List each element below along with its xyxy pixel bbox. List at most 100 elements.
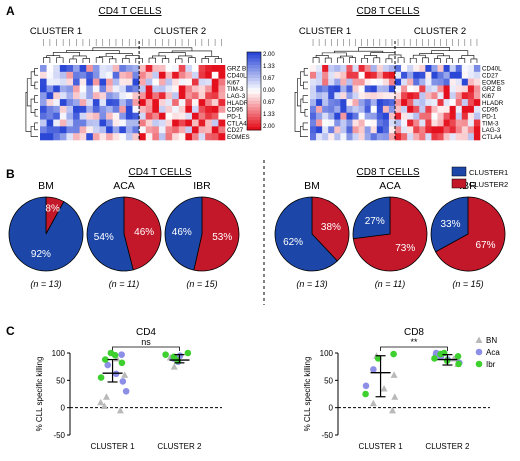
heatmap-cell — [99, 65, 107, 73]
heatmap-cell — [92, 85, 100, 93]
heatmap-cell — [322, 65, 329, 73]
heatmap-cell — [40, 119, 47, 127]
heatmap-cell — [172, 112, 180, 120]
heatmap-cell — [59, 133, 67, 141]
heatmap-cell — [172, 126, 180, 134]
point-ibr — [454, 352, 462, 360]
heatmap-cell — [185, 65, 193, 73]
heatmap-cell — [125, 99, 133, 107]
heatmap-cell — [79, 119, 87, 127]
heatmap-cell — [322, 112, 329, 120]
heatmap-cell — [461, 112, 469, 120]
pie-n-label: (n = 11) — [109, 279, 140, 289]
heatmap-cell — [86, 92, 94, 100]
heatmap-cell — [322, 126, 329, 134]
heatmap-cell — [455, 133, 463, 141]
heatmap-row-label: GRZ B — [227, 66, 246, 73]
heatmap-cell — [205, 71, 213, 79]
heatmap-cell — [322, 92, 329, 100]
heatmap-cell — [443, 65, 450, 73]
heatmap-cell — [364, 92, 372, 100]
heatmap-cell — [185, 119, 193, 127]
heatmap-cell — [328, 119, 335, 127]
heatmap-cell — [86, 71, 94, 79]
point-aca — [104, 361, 112, 369]
heatmap-cell — [407, 133, 414, 141]
heatmap-cell — [346, 112, 353, 120]
heatmap-cell — [407, 99, 414, 107]
heatmap-cell — [205, 133, 213, 141]
heatmap-cell — [172, 105, 180, 114]
heatmap-cell — [449, 99, 457, 107]
heatmap-cell — [185, 99, 193, 107]
heatmap-cell — [461, 126, 469, 134]
heatmap-cell — [205, 78, 213, 86]
heatmap-cell — [340, 85, 347, 93]
heatmap-cell — [125, 92, 133, 100]
heatmap-cell — [352, 78, 359, 86]
heatmap-cell — [198, 78, 206, 86]
heatmap-cell — [364, 78, 372, 86]
scatter-title: CD4 — [136, 327, 156, 338]
heatmap-cell — [132, 105, 140, 114]
pie-n-label: (n = 13) — [296, 279, 327, 289]
heatmap-cell — [322, 105, 329, 114]
heatmap-cell — [211, 85, 219, 93]
heatmap-cell — [370, 105, 378, 114]
heatmap-cell — [99, 71, 107, 79]
heatmap-cell — [382, 92, 390, 100]
heatmap-cell — [431, 133, 438, 141]
heatmap-cell — [59, 99, 67, 107]
heatmap-cell — [178, 71, 186, 79]
heatmap-cell — [437, 112, 444, 120]
point-aca — [122, 387, 130, 395]
heatmap-cell — [322, 133, 329, 141]
heatmap-cell — [443, 105, 450, 114]
heatmap-cell — [125, 78, 133, 86]
heatmap-cell — [59, 92, 67, 100]
heatmap-cell — [165, 71, 173, 79]
pie-slice-cluster2 — [193, 196, 240, 272]
pie-label-cluster1: 33% — [440, 219, 460, 230]
heatmap-cell — [132, 65, 140, 73]
heatmap-cell — [407, 112, 414, 120]
heatmap-cell — [79, 105, 87, 114]
point-bn — [391, 393, 399, 400]
heatmap-cell — [401, 133, 408, 141]
heatmap-cell — [431, 78, 438, 86]
heatmap-cell — [59, 119, 67, 127]
y-tick-label: 0 — [61, 404, 66, 413]
heatmap-cell — [388, 126, 396, 134]
heatmap-cell — [178, 85, 186, 93]
heatmap-cell — [425, 112, 432, 120]
heatmap-cell — [419, 119, 426, 127]
heatmap-cell — [449, 119, 457, 127]
heatmap-cell — [334, 105, 341, 114]
heatmap-cell — [106, 92, 113, 100]
heatmap-cell — [388, 65, 396, 73]
heatmap-cell — [205, 105, 213, 114]
legend-swatch — [451, 178, 467, 189]
heatmap-cell — [328, 85, 335, 93]
heatmap-cell — [139, 65, 147, 73]
heatmap-cell — [125, 126, 133, 134]
heatmap-cell — [334, 99, 341, 107]
heatmap-cell — [461, 119, 469, 127]
heatmap-cell — [364, 133, 372, 141]
heatmap-cell — [112, 105, 120, 114]
heatmap-cell — [425, 99, 432, 107]
heatmap-cell — [46, 133, 54, 141]
heatmap-cell — [413, 65, 420, 73]
heatmap-cell — [132, 126, 140, 134]
heatmap-cell — [388, 92, 396, 100]
heatmap-cell — [340, 65, 347, 73]
heatmap-cell — [92, 92, 100, 100]
heatmap-cell — [473, 78, 481, 86]
pie-label-cluster2: 8% — [45, 204, 60, 215]
heatmap-cell — [437, 78, 444, 86]
heatmap-cell — [310, 133, 317, 141]
heatmap-cell — [46, 71, 54, 79]
heatmap-cell — [455, 85, 463, 93]
heatmap-cell — [443, 112, 450, 120]
heatmap-cell — [178, 78, 186, 86]
